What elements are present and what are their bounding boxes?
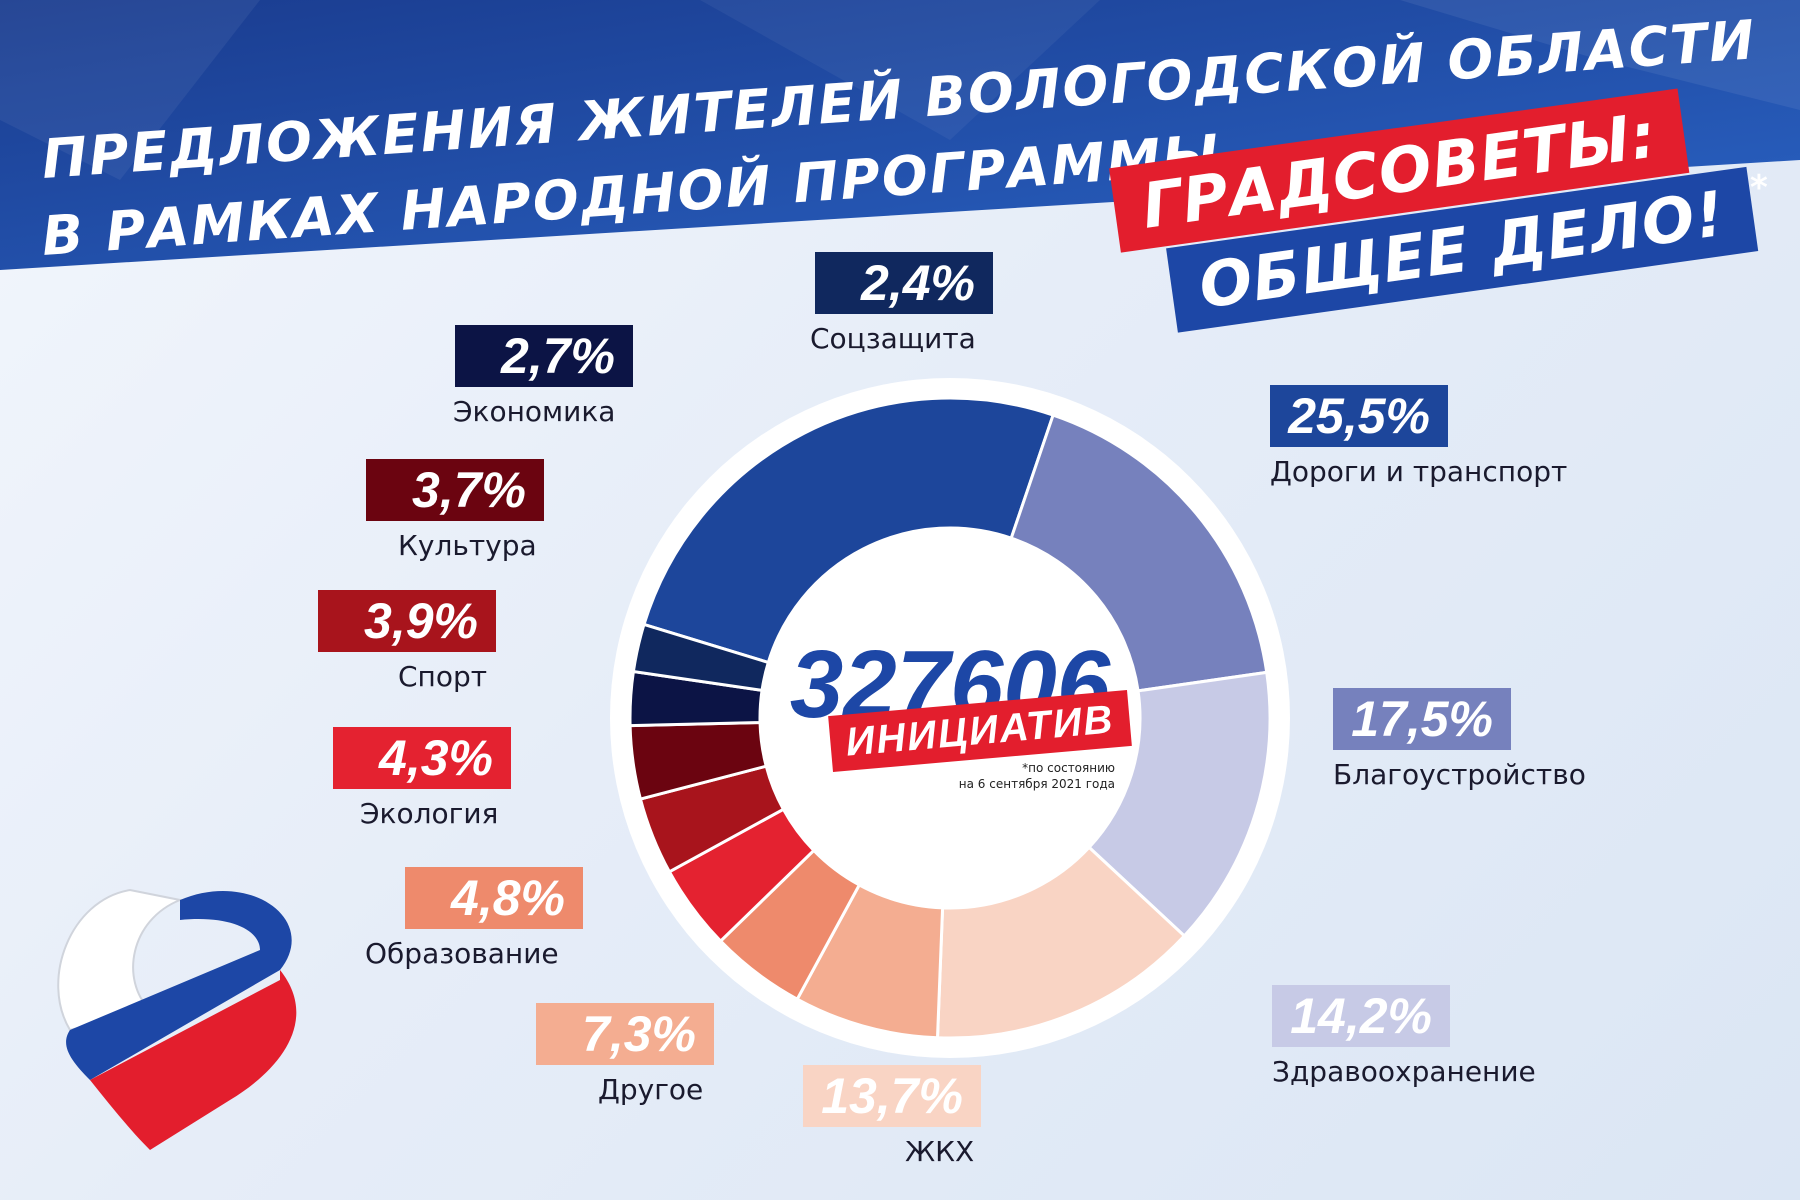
center-footnote-line-2: на 6 сентября 2021 года xyxy=(958,777,1115,791)
percent-label-4: 7,3% xyxy=(536,1003,714,1065)
category-label-6: Экология xyxy=(360,797,499,830)
flag-heart-blue-band xyxy=(66,890,292,1080)
percent-label-8: 3,7% xyxy=(366,459,544,521)
category-label-4: Другое xyxy=(598,1073,704,1106)
center-footnote: *по состоянию на 6 сентября 2021 года xyxy=(900,760,1115,792)
category-label-10: Соцзащита xyxy=(810,322,976,355)
category-label-8: Культура xyxy=(398,529,537,562)
category-label-2: Здравоохранение xyxy=(1272,1055,1536,1088)
percent-label-1: 17,5% xyxy=(1333,688,1511,750)
percent-label-3: 13,7% xyxy=(803,1065,981,1127)
percent-label-0: 25,5% xyxy=(1270,385,1448,447)
percent-label-6: 4,3% xyxy=(333,727,511,789)
percent-label-5: 4,8% xyxy=(405,867,583,929)
category-label-5: Образование xyxy=(365,937,559,970)
flag-heart-red-band xyxy=(90,970,297,1150)
donut-slice-0 xyxy=(642,396,1056,665)
center-footnote-line-1: *по состоянию xyxy=(1022,761,1115,775)
percent-label-7: 3,9% xyxy=(318,590,496,652)
flag-heart-logo xyxy=(57,888,297,1150)
category-label-9: Экономика xyxy=(453,395,616,428)
donut-slice-1 xyxy=(1009,413,1269,693)
donut-slice-2 xyxy=(1087,670,1272,939)
slogan-footnote-mark: * xyxy=(1750,168,1768,208)
percent-label-9: 2,7% xyxy=(455,325,633,387)
percent-label-10: 2,4% xyxy=(815,252,993,314)
category-label-7: Спорт xyxy=(398,660,488,693)
percent-label-2: 14,2% xyxy=(1272,985,1450,1047)
category-label-0: Дороги и транспорт xyxy=(1270,455,1568,488)
category-label-1: Благоустройство xyxy=(1333,758,1586,791)
category-label-3: ЖКХ xyxy=(905,1135,975,1168)
header-banner xyxy=(0,0,1800,270)
donut-slice-10 xyxy=(631,622,771,693)
